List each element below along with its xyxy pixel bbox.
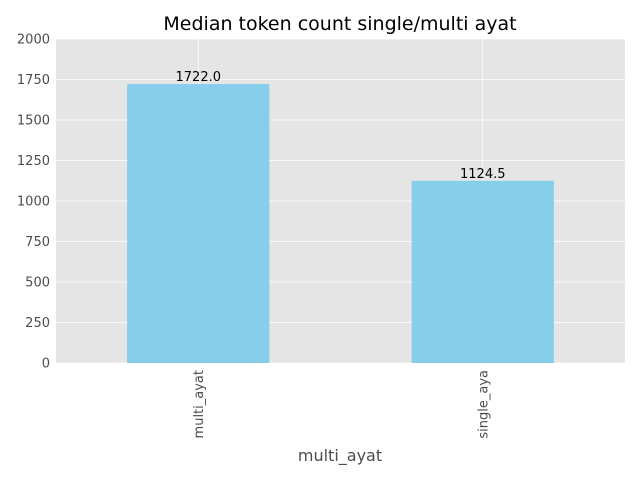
bar	[411, 180, 554, 363]
y-tick-label: 1750	[17, 73, 50, 88]
y-tick-label: 1500	[17, 114, 50, 129]
data-labels: 1722.0 1124.5	[176, 70, 506, 182]
bar-value-label: 1124.5	[460, 167, 506, 182]
y-tick-label: 1250	[17, 154, 50, 169]
y-tick-label: 250	[25, 316, 50, 331]
x-tick-label: multi_ayat	[192, 370, 207, 438]
y-tick-label: 0	[42, 357, 50, 372]
x-tick-label: single_aya	[476, 370, 491, 439]
y-tick-labels: 0 250 500 750 1000 1250 1500 1750 2000	[17, 33, 50, 372]
bars	[127, 84, 554, 363]
y-tick-label: 1000	[17, 195, 50, 210]
y-tick-label: 750	[25, 235, 50, 250]
bar	[127, 84, 270, 363]
y-tick-label: 500	[25, 276, 50, 291]
bar-value-label: 1722.0	[176, 70, 222, 85]
x-axis-label: multi_ayat	[298, 446, 382, 466]
x-tick-labels: multi_ayat single_aya	[192, 370, 492, 439]
chart-title: Median token count single/multi ayat	[163, 13, 516, 35]
y-tick-label: 2000	[17, 33, 50, 48]
